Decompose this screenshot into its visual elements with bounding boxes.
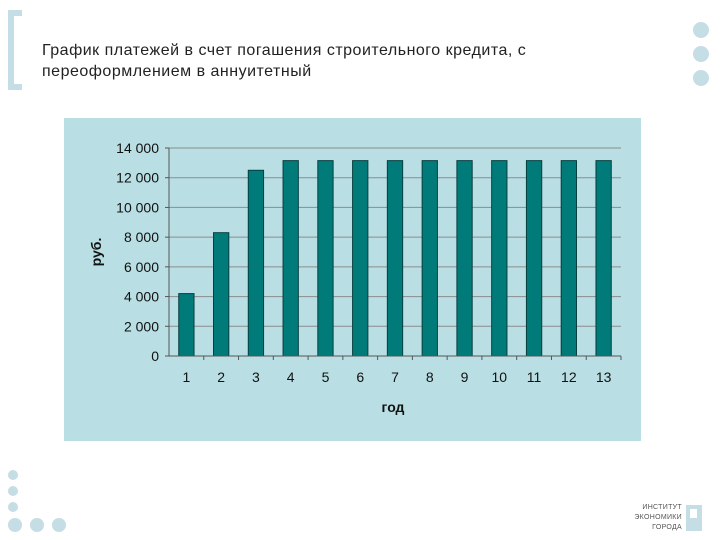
decorative-dot	[8, 486, 18, 496]
y-tick-label: 0	[151, 348, 159, 364]
bar	[352, 160, 369, 357]
decorative-dot	[52, 518, 66, 532]
x-tick-label: 12	[561, 369, 577, 385]
title-bracket-decoration	[8, 10, 22, 90]
x-tick-label: 9	[461, 369, 469, 385]
decorative-dot	[693, 70, 709, 86]
x-tick-label: 10	[492, 369, 508, 385]
bar	[386, 160, 404, 357]
decorative-dot	[693, 46, 709, 62]
decorative-dot	[8, 470, 18, 480]
slide-title-line-1: График платежей в счет погашения строите…	[42, 42, 527, 59]
slide-title: График платежей в счет погашения строите…	[42, 40, 642, 82]
decorative-dot	[8, 518, 22, 532]
y-tick-label: 14 000	[116, 140, 159, 156]
bar	[317, 160, 334, 357]
payment-schedule-bar-chart: 0 2 000 4 000 6 000 8 000 10 000 12 000 14 000 1…	[88, 140, 622, 415]
decorative-dot	[30, 518, 44, 532]
chart-panel: 0 2 000 4 000 6 000 8 000 10 000 12 000 14 000 1…	[64, 118, 641, 441]
logo-line-3: ГОРОДА	[652, 524, 682, 531]
bar	[421, 160, 438, 357]
y-tick-label: 8 000	[124, 229, 159, 245]
x-tick-label: 1	[182, 369, 190, 385]
x-tick-label: 11	[527, 369, 542, 385]
institute-logo: ИНСТИТУТ ЭКОНОМИКИ ГОРОДА	[620, 503, 710, 535]
bar	[282, 160, 299, 357]
bar	[456, 160, 473, 357]
logo-text: ИНСТИТУТ ЭКОНОМИКИ ГОРОДА	[634, 503, 682, 533]
x-tick-label: 13	[596, 369, 612, 385]
slide-title-line-2: переоформлением в аннуитетный	[42, 63, 312, 80]
y-tick-label: 10 000	[116, 199, 159, 215]
decorative-dot	[8, 502, 18, 512]
y-axis-title: руб.	[88, 238, 104, 267]
bar	[560, 160, 577, 357]
x-tick-label: 6	[356, 369, 364, 385]
bar	[491, 160, 508, 357]
logo-line-1: ИНСТИТУТ	[642, 504, 682, 511]
y-tick-label: 6 000	[124, 259, 159, 275]
x-tick-label: 8	[426, 369, 434, 385]
logo-line-2: ЭКОНОМИКИ	[634, 514, 682, 521]
bar	[247, 169, 265, 357]
bar	[525, 160, 543, 357]
x-tick-label: 7	[391, 369, 399, 385]
bar	[595, 160, 612, 357]
bar	[213, 232, 230, 357]
decorative-dot	[693, 22, 709, 38]
y-tick-label: 2 000	[124, 318, 159, 334]
y-tick-label: 4 000	[124, 289, 159, 305]
y-tick-label: 12 000	[116, 170, 159, 186]
x-tick-label: 3	[252, 369, 260, 385]
x-tick-label: 4	[287, 369, 295, 385]
x-tick-label: 5	[322, 369, 330, 385]
bar	[178, 293, 195, 357]
x-axis-title: год	[382, 399, 405, 415]
logo-mark	[686, 505, 702, 531]
x-tick-label: 2	[217, 369, 225, 385]
